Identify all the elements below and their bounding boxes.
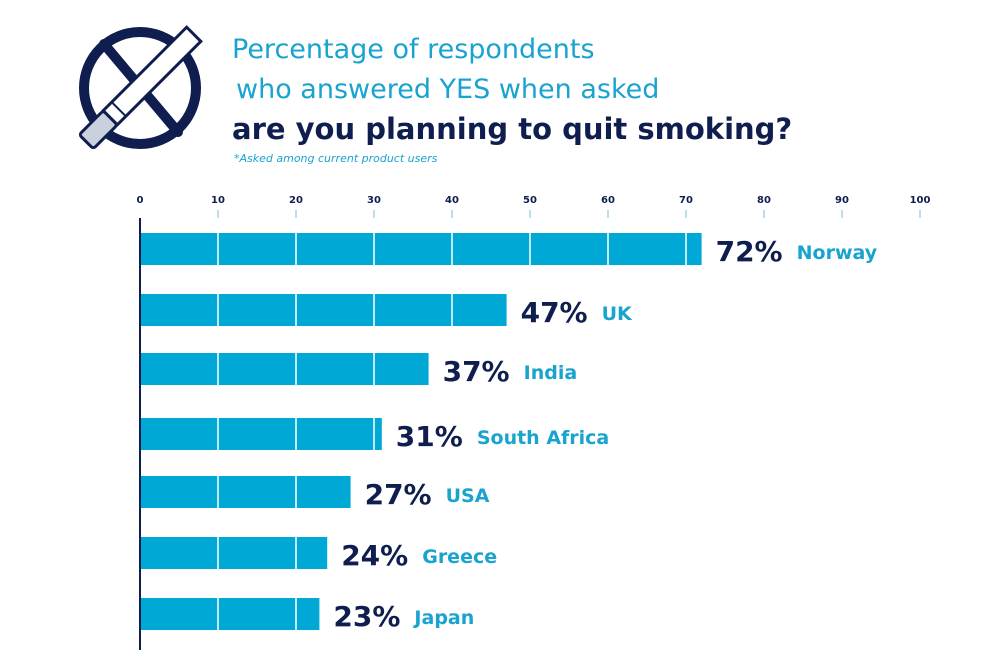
- value-label: 37%: [443, 355, 510, 388]
- title-line-1: Percentage of respondents: [232, 34, 595, 65]
- value-label: 31%: [396, 420, 463, 453]
- x-tick-label: 70: [679, 195, 693, 206]
- title-line-2: who answered YES when asked: [236, 74, 660, 105]
- x-tick-label: 20: [289, 195, 303, 206]
- value-label: 72%: [716, 235, 783, 268]
- title-line-3: are you planning to quit smoking?: [232, 112, 793, 146]
- value-label: 27%: [365, 478, 432, 511]
- x-tick-label: 50: [523, 195, 537, 206]
- bar: [140, 353, 429, 385]
- category-label: Greece: [422, 546, 497, 568]
- category-label: South Africa: [477, 427, 609, 449]
- x-tick-label: 80: [757, 195, 771, 206]
- x-tick-label: 100: [910, 195, 931, 206]
- x-tick-label: 10: [211, 195, 225, 206]
- x-tick-label: 30: [367, 195, 381, 206]
- value-label: 24%: [341, 539, 408, 572]
- category-label: UK: [602, 303, 633, 325]
- bar-chart: 0 10 20 30 40 50 60 70 80 90 100 72% Norway 47% UK 37% I…: [137, 195, 931, 650]
- bar: [140, 418, 382, 450]
- bar: [140, 294, 507, 326]
- category-label: Japan: [412, 607, 474, 629]
- bar: [140, 598, 320, 630]
- bar: [140, 537, 328, 569]
- category-label: USA: [446, 485, 490, 507]
- no-smoking-icon: [78, 25, 203, 150]
- x-tick-label: 40: [445, 195, 459, 206]
- bar: [140, 476, 351, 508]
- category-label: India: [524, 362, 578, 384]
- x-tick-label: 0: [137, 195, 144, 206]
- x-tick-label: 90: [835, 195, 849, 206]
- value-label: 23%: [333, 600, 400, 633]
- category-label: Norway: [797, 242, 878, 264]
- bar: [140, 233, 702, 265]
- value-label: 47%: [521, 296, 588, 329]
- chart-note: *Asked among current product users: [234, 152, 438, 165]
- x-tick-label: 60: [601, 195, 615, 206]
